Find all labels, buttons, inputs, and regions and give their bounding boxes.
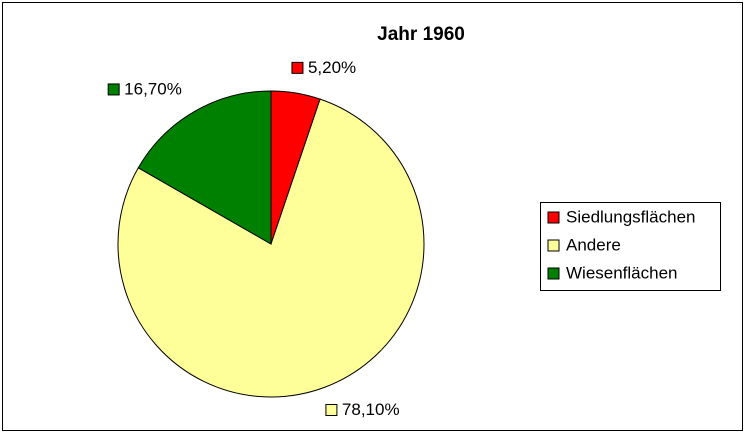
legend-key (547, 239, 560, 252)
value-label-key (291, 61, 304, 74)
value-label-key (325, 404, 338, 417)
pie-slice (137, 90, 272, 245)
legend-label: Wiesenflächen (566, 263, 678, 282)
legend-box (540, 202, 721, 291)
value-label: 5,20% (308, 58, 356, 77)
legend-label: Siedlungsflächen (566, 207, 695, 226)
value-label: 16,70% (124, 79, 182, 98)
legend-key (547, 211, 560, 224)
chart-title: Jahr 1960 (377, 24, 465, 45)
legend-label: Andere (566, 235, 621, 254)
pie-slice (117, 98, 425, 398)
legend-key (547, 267, 560, 280)
value-label: 78,10% (342, 400, 400, 419)
value-label-key (107, 83, 120, 96)
